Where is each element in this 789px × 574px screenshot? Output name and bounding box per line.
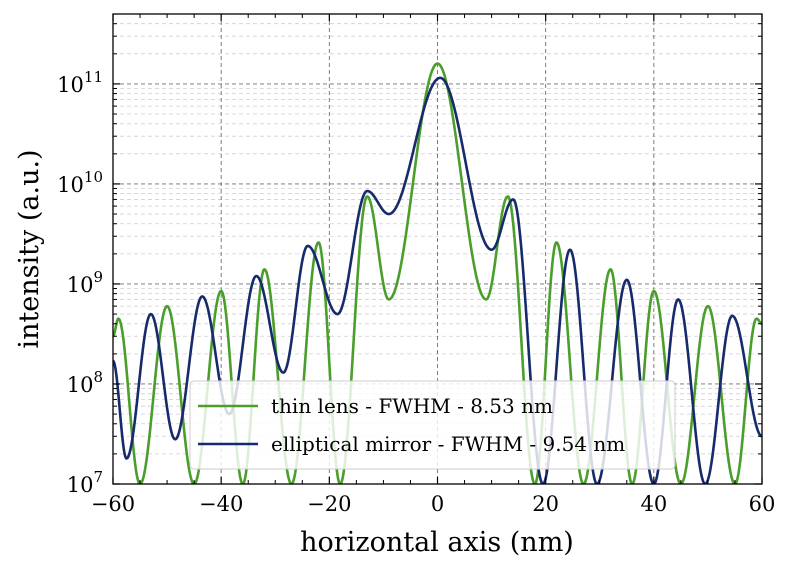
- x-tick-label: −20: [307, 492, 351, 516]
- y-axis-label: intensity (a.u.): [14, 149, 45, 348]
- legend-box: [189, 380, 676, 470]
- x-tick-label: 60: [749, 492, 776, 516]
- y-tick-label: 1010: [57, 168, 103, 197]
- y-tick-label: 1011: [57, 68, 103, 97]
- legend: thin lens - FWHM - 8.53 nm elliptical mi…: [189, 380, 676, 470]
- legend-label-elliptical-mirror: elliptical mirror - FWHM - 9.54 nm: [271, 432, 625, 456]
- x-tick-label: −60: [91, 492, 135, 516]
- y-tick-label: 108: [67, 368, 103, 397]
- x-tick-label: −40: [199, 492, 243, 516]
- x-tick-label: 0: [431, 492, 444, 516]
- legend-label-thin-lens: thin lens - FWHM - 8.53 nm: [271, 394, 553, 418]
- x-axis-label: horizontal axis (nm): [300, 527, 574, 558]
- x-tick-label: 20: [532, 492, 559, 516]
- x-tick-label: 40: [640, 492, 667, 516]
- series-line-1: [113, 76, 762, 484]
- y-tick-label: 109: [67, 268, 103, 297]
